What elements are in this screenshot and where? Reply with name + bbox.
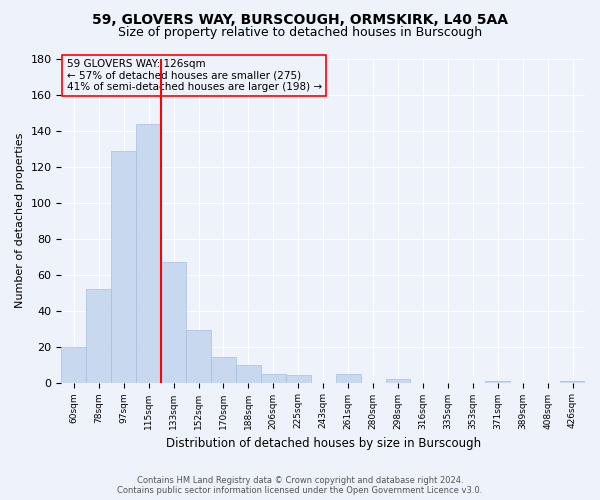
Bar [111,150,136,382]
Bar [261,374,286,382]
Bar [186,330,211,382]
Y-axis label: Number of detached properties: Number of detached properties [15,133,25,308]
Bar [211,358,236,382]
X-axis label: Distribution of detached houses by size in Burscough: Distribution of detached houses by size … [166,437,481,450]
Bar [485,381,510,382]
Text: Size of property relative to detached houses in Burscough: Size of property relative to detached ho… [118,26,482,39]
Bar [286,376,311,382]
Bar [136,124,161,382]
Bar [560,381,585,382]
Text: 59, GLOVERS WAY, BURSCOUGH, ORMSKIRK, L40 5AA: 59, GLOVERS WAY, BURSCOUGH, ORMSKIRK, L4… [92,12,508,26]
Bar [335,374,361,382]
Text: Contains HM Land Registry data © Crown copyright and database right 2024.
Contai: Contains HM Land Registry data © Crown c… [118,476,482,495]
Text: 59 GLOVERS WAY: 126sqm
← 57% of detached houses are smaller (275)
41% of semi-de: 59 GLOVERS WAY: 126sqm ← 57% of detached… [67,59,322,92]
Bar [161,262,186,382]
Bar [386,379,410,382]
Bar [236,364,261,382]
Bar [86,289,111,382]
Bar [61,346,86,382]
